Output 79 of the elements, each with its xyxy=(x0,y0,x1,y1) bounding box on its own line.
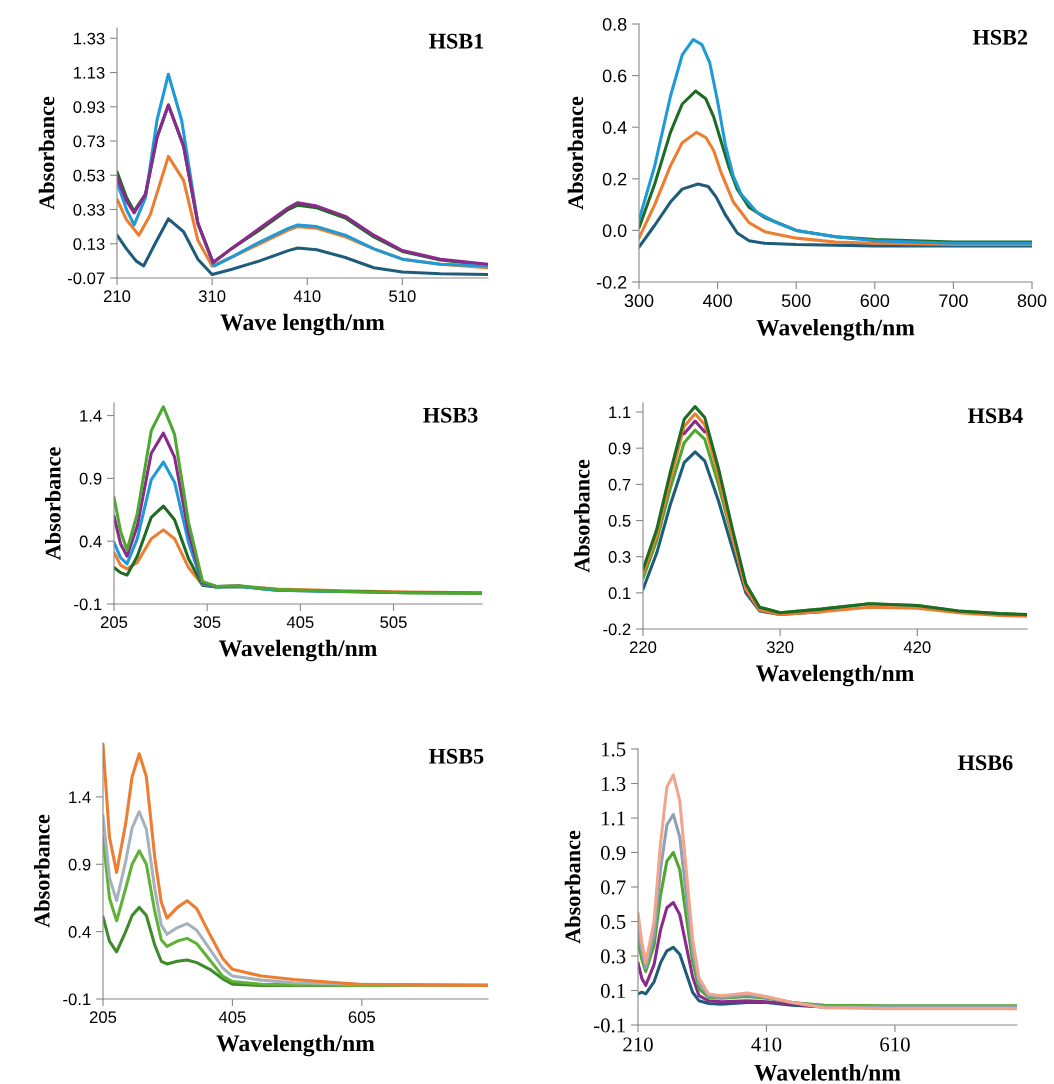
y-tick-label: 0.8 xyxy=(602,17,627,31)
x-tick-label: 300 xyxy=(624,294,654,308)
x-tick-label: 405 xyxy=(218,1011,246,1024)
y-tick-label: 0.9 xyxy=(608,442,631,455)
y-tick-label: 0.9 xyxy=(68,858,91,871)
x-tick-label: 320 xyxy=(766,641,794,654)
x-tick-label: 305 xyxy=(193,616,221,629)
y-axis-title: Absorbance xyxy=(567,96,584,210)
y-tick-label: 0.4 xyxy=(602,121,627,134)
y-tick-label: -0.1 xyxy=(74,598,102,611)
y-tick-label: 0.9 xyxy=(79,472,102,485)
x-tick-label: 505 xyxy=(380,616,407,629)
y-tick-label: -0.1 xyxy=(593,1018,625,1033)
chart-title: HSB2 xyxy=(972,29,1028,45)
x-tick-label: 205 xyxy=(89,1011,117,1024)
x-axis-title: Wavelength/nm xyxy=(218,639,377,662)
chart-title: HSB3 xyxy=(423,407,478,423)
y-axis-title: Absorbance xyxy=(573,459,590,573)
y-tick-label: 0.13 xyxy=(73,238,105,250)
x-tick-label: 510 xyxy=(389,290,416,303)
y-tick-label: -0.2 xyxy=(603,623,631,636)
y-axis-title: Absorbance xyxy=(564,830,581,944)
y-axis-title: Absorbance xyxy=(33,814,50,928)
x-tick-label: 210 xyxy=(623,1037,653,1052)
x-axis-title: Wavelength/nm xyxy=(216,1034,375,1057)
chart-title: HSB4 xyxy=(967,408,1023,424)
y-axis-title: Absorbance xyxy=(44,447,61,561)
x-tick-label: 800 xyxy=(1017,294,1047,308)
x-tick-label: 410 xyxy=(293,290,321,303)
y-tick-label: 0.7 xyxy=(600,880,626,895)
x-tick-label: 310 xyxy=(198,290,226,303)
y-tick-label: 0.3 xyxy=(608,551,631,563)
x-tick-label: 500 xyxy=(781,294,811,308)
y-tick-label: 0.3 xyxy=(600,949,626,964)
x-tick-label: 600 xyxy=(860,294,890,308)
y-tick-label: 0.1 xyxy=(608,587,631,600)
y-tick-label: 0.4 xyxy=(68,926,91,938)
y-tick-label: 0.2 xyxy=(602,172,627,186)
y-tick-label: 1.4 xyxy=(69,791,91,803)
x-tick-label: 400 xyxy=(702,294,732,308)
y-tick-label: 0.53 xyxy=(73,169,105,182)
x-tick-label: 420 xyxy=(903,641,931,654)
y-axis-title: Absorbance xyxy=(38,96,55,210)
chart-title: HSB5 xyxy=(428,748,484,764)
y-tick-label: 0.33 xyxy=(73,203,105,216)
x-tick-label: 220 xyxy=(629,641,657,654)
y-tick-label: -0.2 xyxy=(596,275,627,289)
x-axis-title: Wavelength/nm xyxy=(755,664,914,687)
x-tick-label: 410 xyxy=(751,1037,782,1052)
x-tick-label: 605 xyxy=(348,1011,376,1024)
y-tick-label: 0.4 xyxy=(79,535,102,548)
y-tick-label: 1.5 xyxy=(601,742,626,757)
x-axis-title: Wavelength/nm xyxy=(756,318,915,341)
x-tick-label: 205 xyxy=(100,616,128,629)
y-tick-label: 0.6 xyxy=(602,69,627,83)
y-tick-label: -0.1 xyxy=(63,993,91,1006)
y-tick-label: 0.73 xyxy=(73,135,105,148)
x-axis-title: Wavelenth/nm xyxy=(754,1064,901,1081)
y-tick-label: 0.5 xyxy=(600,914,626,930)
y-tick-label: 0.9 xyxy=(600,845,626,861)
y-tick-label: 1.33 xyxy=(74,32,105,45)
y-tick-label: 0.5 xyxy=(608,514,631,527)
y-tick-label: 1.3 xyxy=(601,776,626,792)
y-tick-label: 0.7 xyxy=(608,478,631,491)
y-tick-label: 0.1 xyxy=(600,983,625,999)
y-tick-label: 1.1 xyxy=(609,406,631,419)
x-axis-title: Wave length/nm xyxy=(220,313,385,336)
chart-title: HSB6 xyxy=(958,755,1013,771)
x-tick-label: 610 xyxy=(880,1037,910,1052)
y-tick-label: 1.13 xyxy=(74,66,105,79)
y-tick-label: 0.93 xyxy=(73,101,105,113)
x-tick-label: 405 xyxy=(286,616,314,629)
y-tick-label: -0.07 xyxy=(67,272,105,285)
x-tick-label: 210 xyxy=(103,290,131,303)
x-tick-label: 700 xyxy=(939,294,968,308)
chart-title: HSB1 xyxy=(429,33,484,49)
y-tick-label: 0.0 xyxy=(602,224,627,238)
y-tick-label: 1.1 xyxy=(601,811,625,826)
y-tick-label: 1.4 xyxy=(80,410,102,422)
